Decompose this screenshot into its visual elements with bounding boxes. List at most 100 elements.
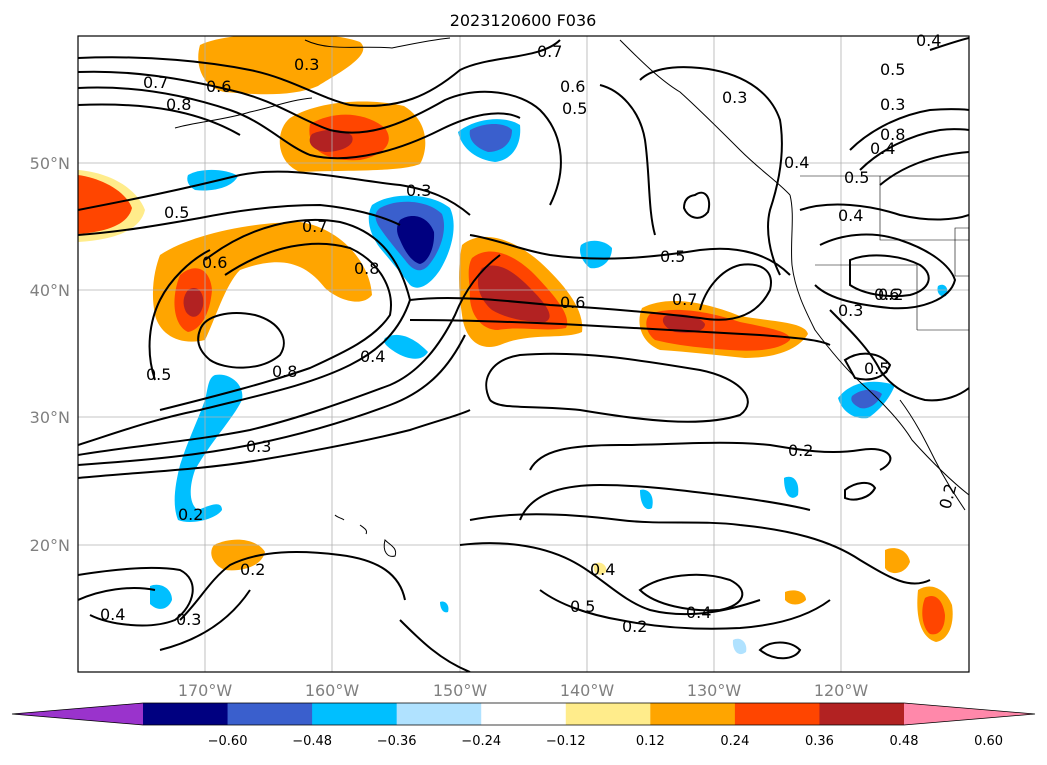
hawaii-big-island <box>383 539 397 557</box>
contour-line <box>758 641 802 660</box>
contour-line <box>929 37 969 51</box>
contour-line <box>148 249 211 381</box>
aleutian-islands <box>174 97 313 129</box>
lon-label-170w: 170°W <box>178 681 233 700</box>
contour-label: 0.3 <box>176 610 201 629</box>
contour-label: 0.7 <box>302 217 327 236</box>
contour-line <box>844 482 877 501</box>
contour-label: 0.5 <box>570 597 595 616</box>
contour-line <box>159 589 251 651</box>
lon-axis: 170°W 160°W 150°W 140°W 130°W 120°W <box>178 681 869 700</box>
contour-label: 0.3 <box>722 88 747 107</box>
contour-line <box>519 483 811 521</box>
contour-line <box>469 513 931 585</box>
colorbar-cell <box>396 703 482 725</box>
contour-line <box>849 108 969 151</box>
contour-label: 0.2 <box>788 441 813 460</box>
colorbar-level-label: −0.24 <box>461 734 501 749</box>
map-frame <box>77 35 970 673</box>
contour-label: 0.6 <box>202 253 227 272</box>
british-columbia-coast <box>619 39 791 196</box>
lat-label-40n: 40°N <box>30 281 70 300</box>
contour-label: 0.8 <box>272 362 297 381</box>
contour-label: 0.2 <box>878 285 903 304</box>
colorbar-extend-low <box>12 703 143 725</box>
contour-line <box>78 86 521 160</box>
colorbar-cell <box>565 703 651 725</box>
contour-label: 0.5 <box>146 365 171 384</box>
contour-label: 0.4 <box>686 603 711 622</box>
contour-label: 0.8 <box>354 259 379 278</box>
contour-line <box>639 66 783 276</box>
colorbar: −0.60 −0.48 −0.36 −0.24 −0.12 0.12 0.24 0.36 0.4… <box>11 702 1036 749</box>
lat-label-50n: 50°N <box>30 154 70 173</box>
contour-label: 0.4 <box>360 347 385 366</box>
contour-label: 0.5 <box>880 60 905 79</box>
lon-label-150w: 150°W <box>433 681 488 700</box>
colorbar-cell <box>650 703 736 725</box>
contour-line <box>78 203 401 236</box>
lon-label-120w: 120°W <box>814 681 869 700</box>
colorbar-level-label: 0.24 <box>720 734 749 749</box>
colorbar-level-label: 0.36 <box>805 734 834 749</box>
contour-line <box>78 70 562 206</box>
colorbar-cells <box>143 703 905 725</box>
contour-label: 0.2 <box>240 560 265 579</box>
contour-line <box>78 39 561 107</box>
colorbar-cell <box>481 703 567 725</box>
contour-label: 0.6 <box>560 77 585 96</box>
contour-line <box>409 263 772 321</box>
colorbar-level-label: −0.12 <box>546 734 586 749</box>
contour-line <box>399 619 471 672</box>
alaska-peninsula-coast <box>304 37 451 49</box>
contour-label: 0.4 <box>870 139 895 158</box>
contour-label: 0.4 <box>838 206 863 225</box>
contour-line <box>638 573 744 612</box>
colorbar-cell <box>143 703 229 725</box>
lon-label-140w: 140°W <box>560 681 615 700</box>
contour-line <box>78 170 471 216</box>
contour-line <box>197 312 285 369</box>
contour-label: 0.3 <box>246 437 271 456</box>
hawaii-oahu <box>334 514 345 521</box>
lon-label-160w: 160°W <box>305 681 360 700</box>
contour-line <box>843 352 892 381</box>
contour-label: 0.7 <box>672 290 697 309</box>
contour-line <box>78 103 241 136</box>
contour-label: 0.8 <box>880 125 905 144</box>
contour-line <box>599 84 656 236</box>
hawaii-maui <box>359 524 367 535</box>
contour-label: 0.4 <box>916 31 941 50</box>
colorbar-cell <box>227 703 313 725</box>
contour-line <box>682 191 711 219</box>
contour-label: 0.5 <box>864 359 889 378</box>
contour-line <box>859 128 969 171</box>
contour-line <box>78 587 156 601</box>
contour-label: 0.4 <box>590 560 615 579</box>
map-title: 2023120600 F036 <box>450 11 597 30</box>
colorbar-cell <box>819 703 905 725</box>
contour-line <box>814 233 957 310</box>
contour-label: 0.5 <box>562 99 587 118</box>
contour-label: 0.2 <box>178 505 203 524</box>
contour-line <box>799 203 969 221</box>
contour-label: 0.5 <box>164 203 189 222</box>
contour-label: 0.3 <box>880 95 905 114</box>
colorbar-level-label: 0.60 <box>974 734 1003 749</box>
contour-labels: 0.3 0.7 0.6 0.5 0.3 0.4 0.4 0.7 0.8 0.6 … <box>100 31 960 636</box>
us-west-coast <box>789 194 969 496</box>
contour-label: 0.2 <box>622 617 647 636</box>
contour-line <box>78 409 471 479</box>
state-border-2 <box>879 176 969 241</box>
map-plot-area: 0.3 0.7 0.6 0.5 0.3 0.4 0.4 0.7 0.8 0.6 … <box>77 31 970 673</box>
colorbar-cell <box>734 703 820 725</box>
contour-label: 0.6 <box>206 77 231 96</box>
contour-line <box>159 242 392 411</box>
contours <box>78 37 969 672</box>
contour-line <box>849 254 930 298</box>
colorbar-level-label: −0.48 <box>292 734 332 749</box>
contour-label: 0.4 <box>784 153 809 172</box>
colorbar-extend-high <box>904 703 1035 725</box>
contour-label: 0.6 <box>560 293 585 312</box>
contour-label: 0.3 <box>294 55 319 74</box>
